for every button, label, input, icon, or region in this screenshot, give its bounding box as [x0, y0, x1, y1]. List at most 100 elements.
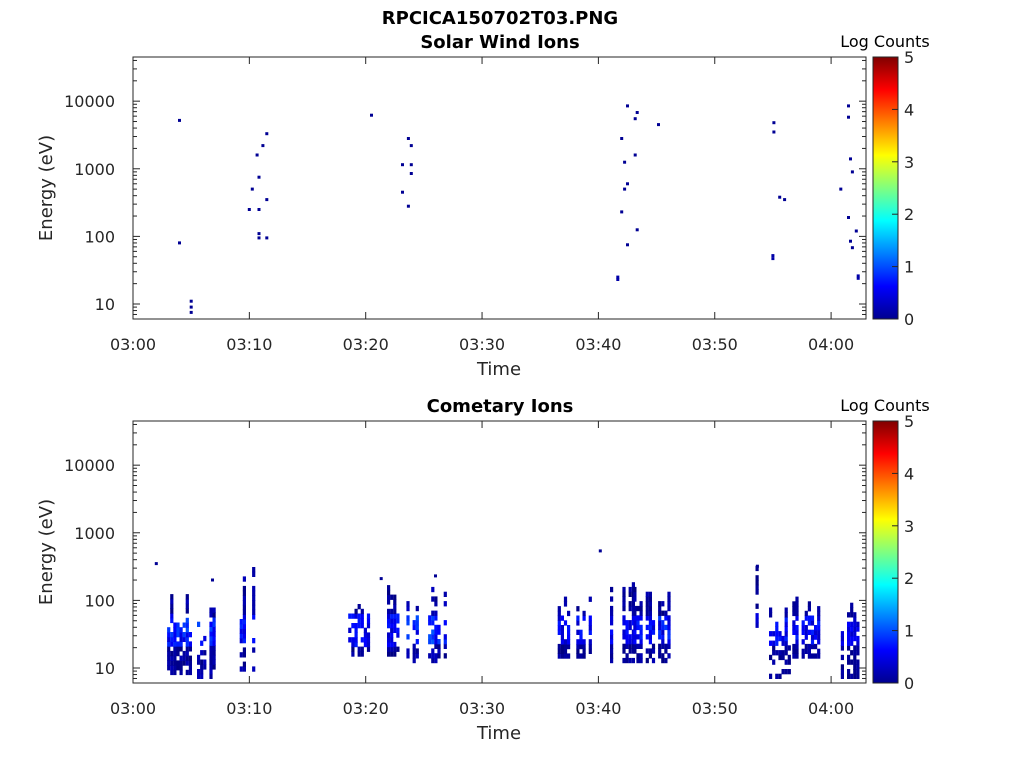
heatmap-cell	[563, 596, 568, 602]
heatmap-cell	[795, 596, 799, 602]
heatmap-cell	[633, 648, 637, 654]
heatmap-cell	[188, 641, 192, 647]
heatmap-cell	[795, 606, 799, 612]
heatmap-cell	[792, 620, 796, 626]
heatmap-cell	[242, 633, 246, 639]
heatmap-cell	[622, 596, 626, 602]
heatmap-cell	[631, 582, 635, 588]
y-tick-label: 10000	[64, 456, 115, 475]
heatmap-cell	[849, 239, 852, 243]
heatmap-cell	[366, 632, 371, 638]
heatmap-cell	[814, 643, 818, 650]
heatmap-cell	[563, 643, 568, 650]
heatmap-cell	[853, 626, 857, 632]
colorbar-tick-label: 3	[904, 517, 914, 536]
heatmap-cell	[188, 655, 192, 661]
colorbar-tick-label: 1	[904, 622, 914, 641]
heatmap-cell	[631, 657, 635, 664]
heatmap-cell	[197, 621, 201, 627]
heatmap-cell	[252, 567, 256, 573]
heatmap-cell	[810, 615, 815, 621]
heatmap-cell	[176, 627, 180, 633]
heatmap-cell	[557, 648, 561, 654]
heatmap-cell	[610, 620, 614, 626]
heatmap-cell	[239, 633, 243, 639]
heatmap-cell	[176, 641, 180, 647]
heatmap-cell	[185, 632, 189, 638]
heatmap-cell	[431, 610, 435, 616]
heatmap-cell	[354, 641, 358, 648]
heatmap-cell	[636, 653, 640, 659]
heatmap-cell	[393, 646, 397, 652]
heatmap-cell	[781, 640, 785, 646]
heatmap-cell	[387, 651, 391, 657]
heatmap-cell	[242, 666, 246, 672]
heatmap-cell	[387, 589, 391, 596]
heatmap-cell	[622, 657, 626, 664]
heatmap-cell	[434, 624, 438, 631]
x-axis-label-solar-wind: Time	[476, 359, 521, 380]
heatmap-cell	[212, 612, 216, 618]
heatmap-cell	[645, 610, 649, 616]
heatmap-cell	[850, 631, 854, 637]
heatmap-cell	[406, 601, 410, 607]
heatmap-cell	[633, 596, 637, 602]
heatmap-cell	[850, 673, 854, 679]
heatmap-cell	[560, 648, 564, 654]
heatmap-cell	[212, 635, 216, 642]
colorbar-cometary: Log Counts 0 1 2 3 4 5	[840, 396, 930, 693]
heatmap-cell	[354, 632, 358, 638]
heatmap-cell	[170, 669, 174, 676]
heatmap-cell	[200, 669, 204, 675]
heatmap-cell	[755, 580, 759, 586]
heatmap-cell	[406, 634, 410, 640]
figure-title: RPCICA150702T03.PNG	[382, 8, 618, 29]
heatmap-cell	[212, 621, 216, 627]
heatmap-cell	[847, 216, 850, 219]
heatmap-cell	[661, 634, 665, 640]
heatmap-cell	[625, 639, 629, 645]
heatmap-cell	[242, 619, 246, 625]
heatmap-cell	[648, 596, 652, 602]
heatmap-cell	[840, 645, 844, 651]
heatmap-cell	[801, 625, 805, 631]
heatmap-cell	[817, 639, 821, 645]
heatmap-cell	[807, 629, 811, 635]
heatmap-cell	[769, 631, 773, 637]
heatmap-cell	[792, 653, 796, 659]
heatmap-cell	[428, 615, 432, 621]
heatmap-cell	[807, 606, 811, 612]
heatmap-cell	[431, 653, 435, 659]
heatmap-cell	[167, 641, 171, 647]
heatmap-cell	[170, 655, 174, 661]
heatmap-cell	[588, 620, 592, 626]
heatmap-cell	[645, 596, 649, 602]
heatmap-cell	[810, 643, 815, 650]
heatmap-cell	[622, 591, 626, 597]
heatmap-cell	[242, 661, 246, 667]
heatmap-cell	[853, 669, 857, 675]
heatmap-cell	[354, 613, 358, 619]
heatmap-cell	[406, 605, 410, 612]
heatmap-cell	[661, 643, 665, 649]
heatmap-cell	[173, 650, 177, 657]
colorbar-label-solar-wind: Log Counts	[840, 32, 930, 51]
heatmap-cell	[370, 113, 373, 117]
heatmap-cell	[393, 641, 397, 648]
heatmap-cell	[804, 615, 808, 621]
heatmap-cell	[636, 605, 640, 612]
heatmap-cell	[772, 121, 776, 125]
heatmap-cell	[769, 612, 773, 618]
axes-frame	[132, 56, 867, 320]
y-tick-label: 1000	[74, 160, 115, 179]
heatmap-cell	[354, 608, 358, 615]
heatmap-cell	[242, 623, 246, 630]
heatmap-cell	[393, 651, 397, 657]
heatmap-cell	[636, 643, 640, 649]
heatmap-cell	[200, 673, 204, 679]
heatmap-cell	[567, 610, 571, 617]
heatmap-cell	[664, 624, 668, 631]
heatmap-cell	[840, 631, 844, 637]
